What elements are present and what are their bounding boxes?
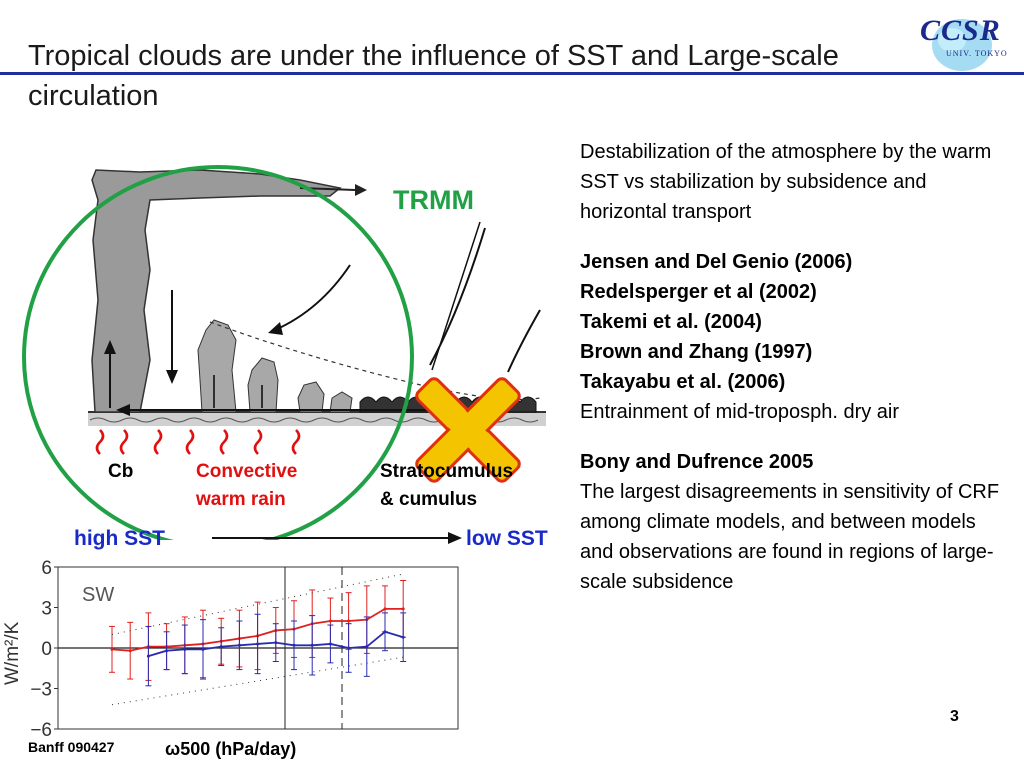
y-axis-label: W/m²/K xyxy=(2,621,23,685)
x-axis-label: ω500 (hPa/day) xyxy=(165,739,297,759)
cumulus-3 xyxy=(297,381,325,413)
convective-label-line1: Convective xyxy=(196,461,298,482)
highlight-circle xyxy=(22,165,414,540)
ref-item: Jensen and Del Genio (2006) xyxy=(580,251,853,273)
page-title: Tropical clouds are under the influence … xyxy=(28,40,839,112)
page-number: 3 xyxy=(950,708,959,725)
y-tick-label: 3 xyxy=(41,599,52,620)
entrainment-text: Entrainment of mid-troposph. dry air xyxy=(580,401,900,423)
ref-item: Takemi et al. (2004) xyxy=(580,311,762,333)
ref-item: Brown and Zhang (1997) xyxy=(580,341,813,363)
high-sst-label: high SST xyxy=(74,527,165,550)
title-rule xyxy=(0,72,1024,75)
bony-title: Bony and Dufrence 2005 xyxy=(580,451,814,473)
cumulus-4 xyxy=(329,391,353,413)
bony-text: The largest disagreements in sensitivity… xyxy=(580,481,1000,593)
cumulus-1 xyxy=(197,319,237,413)
logo-text: CCSR xyxy=(920,14,1001,47)
sst-gradient-arrow xyxy=(212,532,462,544)
logo-subtext: UNIV. TOKYO xyxy=(946,49,1008,58)
right-text-column: Destabilization of the atmosphere by the… xyxy=(580,137,1010,597)
sw-sensitivity-chart: SW W/m²/K 6 3 0 −3 −6 xyxy=(2,558,459,741)
cross-mark xyxy=(415,377,521,483)
heat-flux-arrows xyxy=(95,429,301,455)
stratocumulus-label-line1: Stratocumulus xyxy=(380,461,514,482)
intro-text: Destabilization of the atmosphere by the… xyxy=(580,141,992,223)
stratocumulus-label-line2: & cumulus xyxy=(380,489,478,510)
convective-label-line2: warm rain xyxy=(196,489,286,510)
ccsr-logo xyxy=(912,12,1012,74)
y-tick-label: −3 xyxy=(30,680,52,701)
y-tick-label: 0 xyxy=(41,639,52,660)
y-tick-label: −6 xyxy=(30,720,52,741)
chart-title: SW xyxy=(82,584,114,606)
low-sst-label: low SST xyxy=(466,527,548,550)
ref-item: Redelsperger et al (2002) xyxy=(580,281,817,303)
ref-item: Takayabu et al. (2006) xyxy=(580,371,786,393)
trmm-label: TRMM xyxy=(393,185,474,215)
series-line-1 xyxy=(148,630,404,657)
footer-event: Banff 090427 xyxy=(28,739,115,755)
cloud-schematic xyxy=(22,165,546,540)
cb-label: Cb xyxy=(108,461,134,482)
cumulus-2 xyxy=(247,357,279,413)
y-tick-label: 6 xyxy=(41,558,52,579)
